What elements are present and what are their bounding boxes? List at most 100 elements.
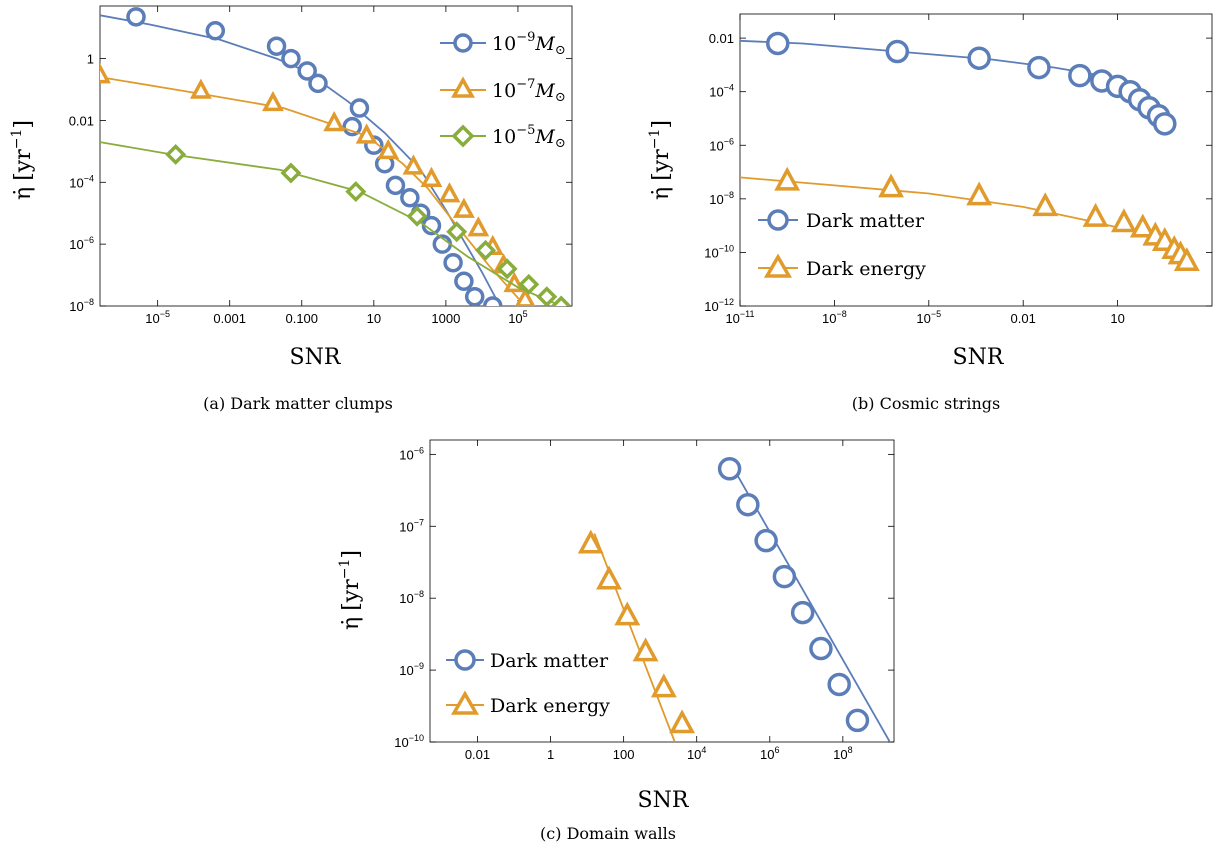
point-a-1-10: [467, 216, 490, 237]
plot-frame-b: [739, 13, 1213, 307]
point-a-2-6: [496, 258, 518, 280]
legend-marker-c-0: [454, 649, 476, 671]
legend-marker-a-2: [451, 124, 475, 148]
y-tick-label-a-4: 10−8: [69, 297, 94, 314]
y-tick-label-c-2: 10−8: [399, 589, 424, 606]
point-a-2-8: [536, 286, 558, 306]
y-axis-title-c: η̇[yr−1]: [337, 550, 364, 630]
x-tick-label-a-4: 1000: [431, 311, 460, 326]
legend-label-a-0: 10−9M⊙: [492, 30, 566, 58]
x-tick-label-b-1: 10−8: [822, 309, 847, 326]
legend-a: 10−9M⊙ 10−7M⊙ 10−5M⊙: [440, 30, 566, 151]
legend-marker-a-0: [453, 33, 473, 53]
point-c-1-2: [614, 601, 641, 626]
point-a-1-7: [420, 166, 443, 187]
point-a-1-6: [402, 154, 425, 175]
y-tick-label-b-2: 10−6: [709, 136, 734, 153]
legend-label-b-1: Dark energy: [806, 258, 926, 280]
point-a-1-3: [323, 111, 346, 132]
y-tick-label-a-2: 10−4: [69, 173, 94, 190]
point-a-2-7: [518, 273, 540, 295]
caption-c: (c) Domain walls: [540, 824, 676, 843]
series-b-1: [740, 166, 1200, 272]
y-axis-symbol-a: η̇: [11, 187, 36, 200]
y-tick-label-a-0: 1: [87, 52, 94, 67]
point-a-2-1: [280, 162, 302, 184]
point-b-1-6: [1129, 213, 1156, 238]
point-c-1-1: [596, 565, 622, 590]
x-tick-label-a-3: 10: [367, 311, 381, 326]
point-c-0-1: [736, 492, 760, 517]
point-a-0-18: [482, 296, 503, 306]
point-c-0-5: [809, 636, 833, 661]
caption-b: (b) Cosmic strings: [852, 394, 1000, 413]
panel-cosmic-strings: 10−11 10−8 10−5 0.01 10 0.01 10−4 10−6 10−8 10−10…: [647, 13, 1213, 413]
y-tick-label-a-1: 0.01: [69, 113, 94, 128]
point-c-0-2: [754, 528, 778, 553]
x-tick-label-b-0: 10−11: [725, 309, 754, 326]
point-a-0-4: [297, 61, 317, 81]
series-line-a-2: [100, 141, 562, 306]
ticks-b: 10−11 10−8 10−5 0.01 10 0.01 10−4 10−6 10−8 10−10…: [704, 14, 1212, 326]
series-a: [100, 7, 572, 306]
point-b-1-3: [1032, 192, 1059, 217]
point-a-2-9: [550, 295, 572, 306]
ticks-a: 10−5 0.001 0.100 10 1000 105 1 0.01 10−4 10−6 10−8: [69, 6, 572, 326]
point-b-1-2: [966, 181, 993, 206]
point-b-1-0: [774, 166, 801, 191]
x-tick-label-a-1: 0.001: [213, 311, 246, 326]
point-a-1-0: [100, 63, 111, 84]
point-a-2-5: [475, 239, 497, 261]
point-b-1-5: [1110, 208, 1137, 233]
y-tick-label-c-3: 10−9: [399, 661, 424, 678]
ticks-c: 0.01 1 100 104 106 108 10−6 10−7 10−8 10−9 10−10: [394, 440, 894, 762]
point-c-0-3: [772, 564, 797, 589]
series-a-2: [100, 141, 572, 306]
legend-marker-b-1: [763, 253, 793, 278]
legend-entry-a-1: 10−7M⊙: [440, 76, 566, 105]
point-b-0-11: [1153, 112, 1177, 136]
x-tick-label-c-1: 1: [547, 747, 554, 762]
point-a-0-15: [443, 252, 463, 273]
y-tick-label-b-0: 0.01: [709, 31, 734, 46]
series-b-0: [740, 31, 1177, 136]
legend-entry-b-1: Dark energy: [758, 253, 926, 280]
legend-entry-c-1: Dark energy: [446, 690, 610, 717]
point-a-0-6: [349, 98, 370, 118]
y-axis-sup-a: −1: [9, 129, 25, 150]
point-a-0-11: [400, 188, 420, 208]
legend-marker-b-0: [767, 209, 789, 231]
legend-entry-a-0: 10−9M⊙: [440, 30, 566, 58]
point-a-0-3: [281, 48, 301, 69]
y-tick-label-b-1: 10−4: [709, 83, 734, 100]
series-a-1: [100, 63, 536, 306]
x-tick-label-c-4: 106: [760, 745, 779, 762]
point-b-0-0: [766, 31, 790, 56]
x-tick-label-a-5: 105: [508, 309, 527, 326]
x-tick-label-b-3: 0.01: [1011, 311, 1036, 326]
x-tick-label-a-2: 0.100: [285, 311, 318, 326]
y-axis-unit-a: [yr: [11, 149, 36, 181]
legend-marker-c-1: [450, 690, 480, 715]
legend-entry-c-0: Dark matter: [446, 649, 609, 672]
x-tick-label-c-3: 104: [687, 745, 706, 762]
legend-c: Dark matter Dark energy: [446, 649, 610, 717]
series-a-0: [100, 7, 503, 306]
legend-label-c-1: Dark energy: [490, 695, 610, 717]
point-a-0-5: [308, 73, 328, 94]
point-a-1-4: [355, 123, 378, 144]
point-a-0-10: [385, 175, 406, 196]
y-tick-label-c-0: 10−6: [399, 445, 424, 462]
y-tick-label-c-4: 10−10: [394, 733, 424, 750]
x-tick-label-b-4: 10: [1110, 311, 1124, 326]
panel-domain-walls: 0.01 1 100 104 106 108 10−6 10−7 10−8 10−9 10−10 S…: [337, 439, 895, 843]
point-a-0-0: [126, 7, 146, 27]
series-b: [740, 31, 1200, 272]
point-c-1-4: [650, 673, 677, 698]
point-c-1-0: [577, 529, 604, 554]
series-c-0: [717, 457, 891, 742]
panel-dark-matter-clumps: 10−5 0.001 0.100 10 1000 105 1 0.01 10−4 10−6 10−8…: [9, 5, 573, 413]
point-a-0-2: [266, 36, 287, 56]
x-axis-title-a: SNR: [290, 345, 342, 370]
point-c-0-4: [790, 600, 815, 625]
